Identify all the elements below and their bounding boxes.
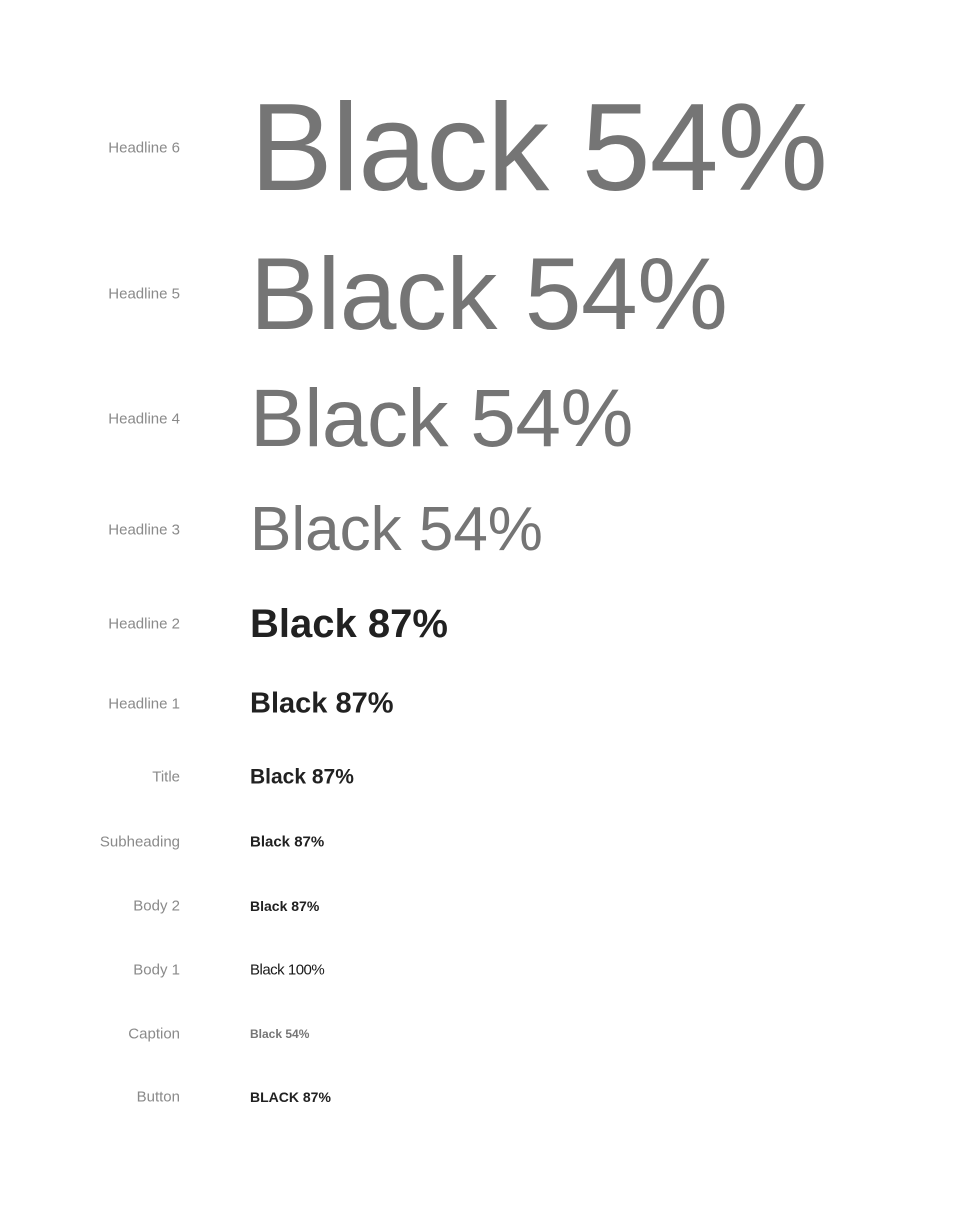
style-sample: Black 54% <box>250 1027 310 1041</box>
style-label: Headline 3 <box>108 521 180 539</box>
style-sample: Black 87% <box>250 898 320 914</box>
style-label: Headline 4 <box>108 410 180 428</box>
style-sample: Black 54% <box>250 495 543 564</box>
style-sample: Black 87% <box>250 833 325 851</box>
style-sample: Black 87% <box>250 687 394 720</box>
style-label: Subheading <box>99 833 180 851</box>
style-sample: Black 100% <box>250 961 325 979</box>
style-label: Headline 6 <box>108 139 180 157</box>
style-label: Headline 1 <box>108 695 180 713</box>
style-label: Body 2 <box>133 897 180 915</box>
style-label: Headline 5 <box>108 285 180 303</box>
style-label: Headline 2 <box>108 615 180 633</box>
style-sample: Black 54% <box>250 237 728 351</box>
style-sample: Black 87% <box>250 602 448 646</box>
style-label: Button <box>136 1088 180 1106</box>
style-sample: Black 87% <box>250 765 354 789</box>
style-sample: BLACK 87% <box>250 1089 331 1105</box>
style-label: Body 1 <box>133 961 180 979</box>
style-sample: Black 54% <box>250 373 633 464</box>
style-sample: Black 54% <box>250 79 828 217</box>
style-label: Title <box>152 768 180 786</box>
style-label: Caption <box>128 1025 180 1043</box>
